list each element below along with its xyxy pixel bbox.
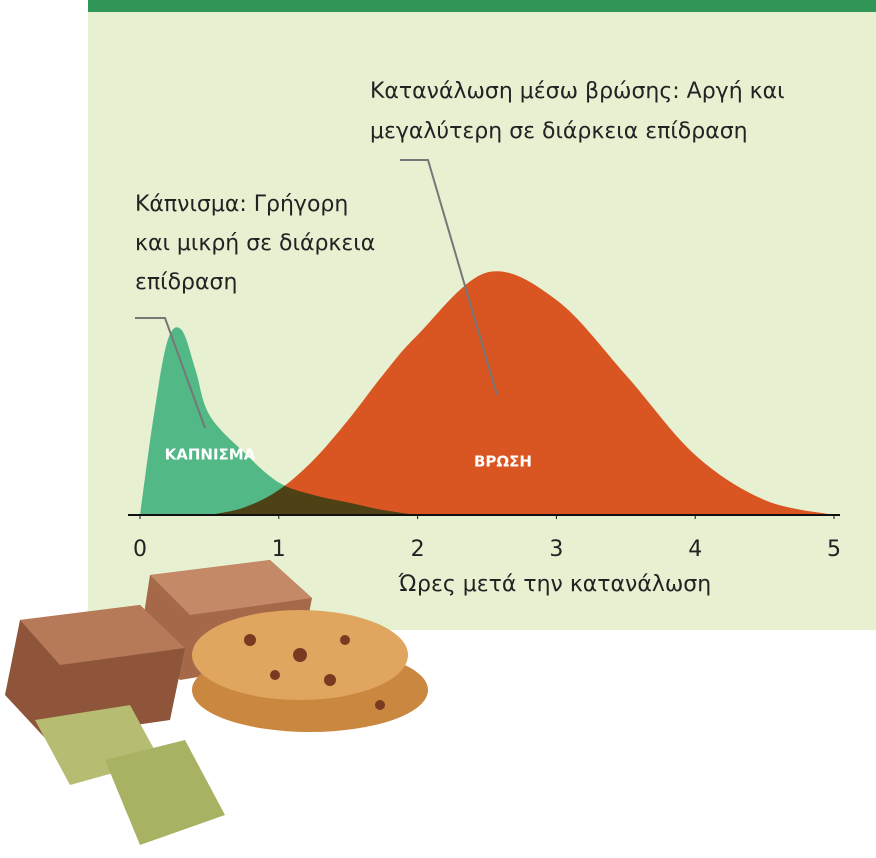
x-axis-label: Ώρες μετά την κατανάλωση xyxy=(398,572,711,597)
annotation: και μικρή σε διάρκεια xyxy=(135,231,375,256)
annotation: μεγαλύτερη σε διάρκεια επίδραση xyxy=(370,119,748,144)
series-label: ΒΡΩΣΗ xyxy=(474,453,532,471)
page: Ώρες μετά την κατανάλωση ΚΑΠΝΙΣΜΑ ΒΡΩΣΗ 0 1… xyxy=(0,0,876,854)
x-tick-label: 0 xyxy=(133,537,147,562)
x-tick-label: 1 xyxy=(272,537,286,562)
x-tick-label: 4 xyxy=(688,537,702,562)
series-label: ΚΑΠΝΙΣΜΑ xyxy=(165,446,256,464)
chart: Ώρες μετά την κατανάλωση ΚΑΠΝΙΣΜΑ ΒΡΩΣΗ 0 1… xyxy=(0,0,876,854)
annotation: επίδραση xyxy=(135,270,237,295)
x-tick-label: 5 xyxy=(827,537,841,562)
x-tick-label: 2 xyxy=(411,537,425,562)
top-bar xyxy=(88,0,876,12)
annotation: Κατανάλωση μέσω βρώσης: Αργή και xyxy=(370,79,785,104)
x-tick-label: 3 xyxy=(549,537,563,562)
annotation: Κάπνισμα: Γρήγορη xyxy=(135,192,348,217)
